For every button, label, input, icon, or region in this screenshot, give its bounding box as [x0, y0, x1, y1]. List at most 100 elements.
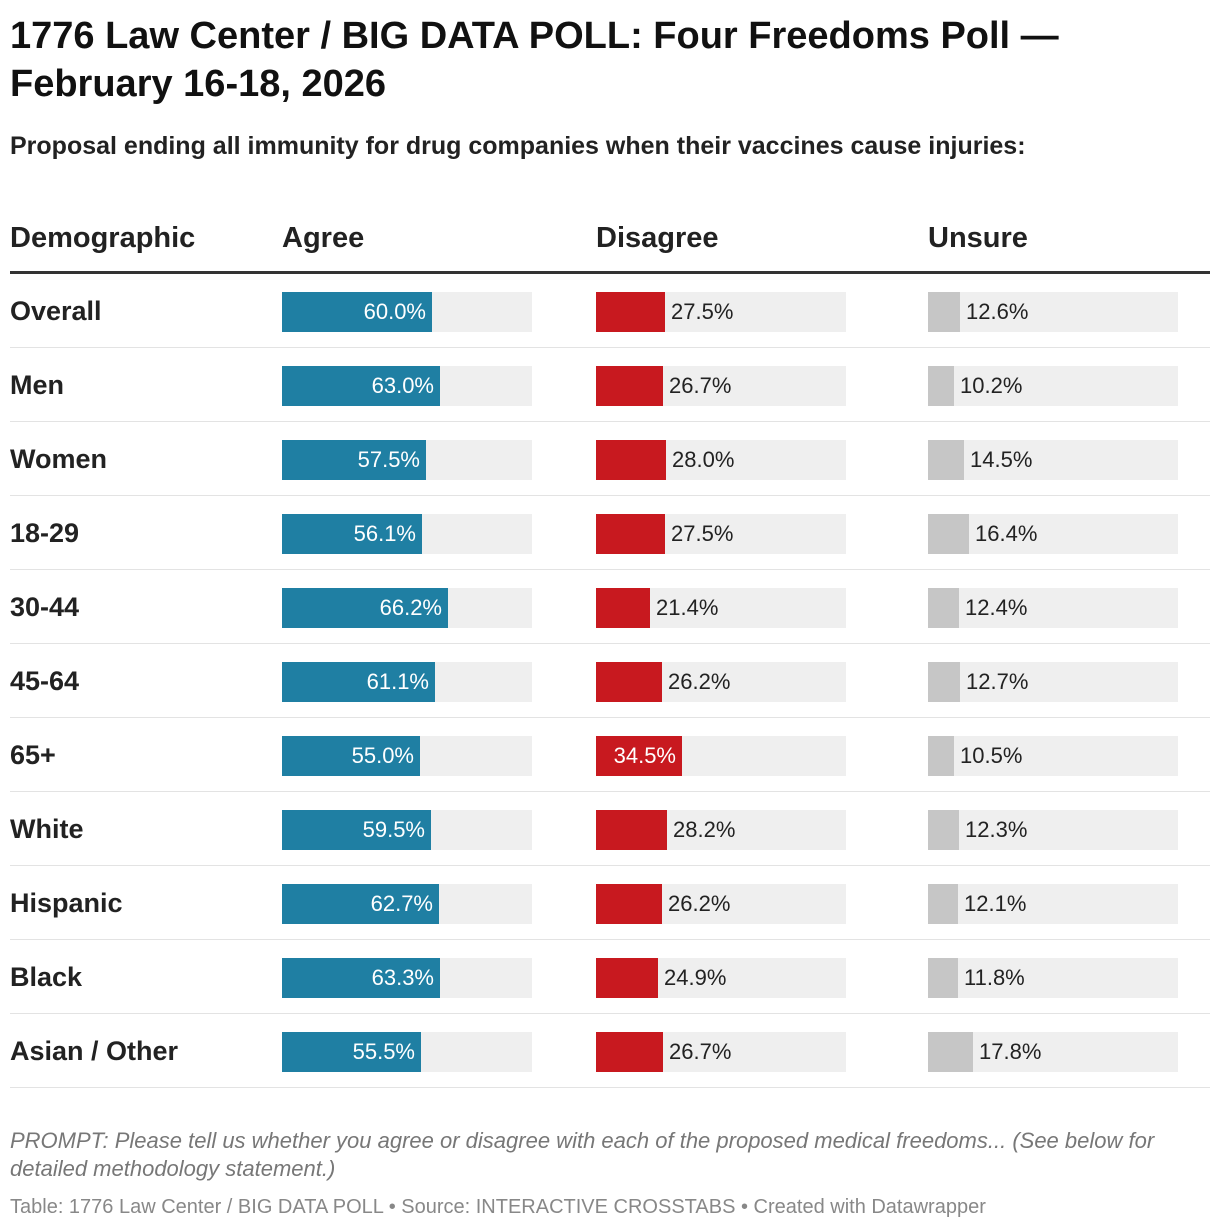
unsure-bar-track: 16.4%	[928, 514, 1178, 554]
row-label: Black	[10, 962, 83, 992]
row-label: Overall	[10, 296, 102, 326]
unsure-bar-track: 10.2%	[928, 366, 1178, 406]
row-divider	[10, 495, 1210, 496]
agree-bar	[282, 514, 422, 554]
unsure-bar	[928, 588, 959, 628]
disagree-bar	[596, 958, 658, 998]
prompt-note: PROMPT: Please tell us whether you agree…	[10, 1128, 1155, 1181]
chart-title: 1776 Law Center / BIG DATA POLL: Four Fr…	[10, 15, 1059, 105]
disagree-value-label: 21.4%	[656, 595, 719, 620]
agree-bar-track: 61.1%	[282, 662, 532, 702]
row-divider	[10, 421, 1210, 422]
unsure-bar-track: 17.8%	[928, 1032, 1178, 1072]
row-divider	[10, 717, 1210, 718]
row-divider	[10, 865, 1210, 866]
agree-bar	[282, 588, 448, 628]
column-header-agree: Agree	[282, 222, 365, 254]
table-row: Hispanic 62.7% 26.2% 12.1%	[0, 866, 1220, 940]
disagree-bar-track: 24.9%	[596, 958, 846, 998]
unsure-value-label: 10.2%	[960, 373, 1023, 398]
disagree-bar	[596, 514, 665, 554]
table-row: Black 63.3% 24.9% 11.8%	[0, 940, 1220, 1014]
agree-value-label: 60.0%	[363, 299, 426, 324]
source-footer: Table: 1776 Law Center / BIG DATA POLL •…	[10, 1196, 986, 1218]
header-rule	[10, 271, 1210, 274]
unsure-bar	[928, 662, 960, 702]
disagree-value-label: 27.5%	[671, 299, 734, 324]
unsure-bar	[928, 1032, 973, 1072]
unsure-value-label: 12.1%	[964, 891, 1027, 916]
disagree-bar	[596, 588, 650, 628]
unsure-bar-track: 10.5%	[928, 736, 1178, 776]
row-label: White	[10, 814, 84, 844]
unsure-bar	[928, 292, 960, 332]
table-row: Women 57.5% 28.0% 14.5%	[0, 422, 1220, 496]
row-label: Men	[10, 370, 64, 400]
row-label: Asian / Other	[10, 1036, 179, 1066]
disagree-bar-track: 26.7%	[596, 1032, 846, 1072]
row-label: Women	[10, 444, 108, 474]
table-row: Asian / Other 55.5% 26.7% 17.8%	[0, 1014, 1220, 1088]
column-header-unsure: Unsure	[928, 222, 1028, 254]
agree-value-label: 66.2%	[379, 595, 442, 620]
disagree-value-label: 26.2%	[668, 891, 731, 916]
unsure-bar	[928, 366, 954, 406]
unsure-value-label: 16.4%	[975, 521, 1038, 546]
agree-value-label: 59.5%	[362, 817, 425, 842]
row-label: Hispanic	[10, 888, 123, 918]
unsure-bar-track: 11.8%	[928, 958, 1178, 998]
disagree-value-label: 26.7%	[669, 1039, 732, 1064]
agree-bar-track: 56.1%	[282, 514, 532, 554]
disagree-value-label: 24.9%	[664, 965, 727, 990]
disagree-bar	[596, 440, 666, 480]
table-row: Men 63.0% 26.7% 10.2%	[0, 348, 1220, 422]
unsure-value-label: 11.8%	[964, 965, 1025, 990]
unsure-value-label: 10.5%	[960, 743, 1023, 768]
disagree-value-label: 34.5%	[613, 743, 676, 768]
disagree-bar	[596, 810, 667, 850]
table-row: 30-44 66.2% 21.4% 12.4%	[0, 570, 1220, 644]
unsure-bar	[928, 514, 969, 554]
column-header-disagree: Disagree	[596, 222, 719, 254]
unsure-bar	[928, 736, 954, 776]
row-divider	[10, 1087, 1210, 1088]
disagree-value-label: 27.5%	[671, 521, 734, 546]
agree-bar-track: 66.2%	[282, 588, 532, 628]
row-divider	[10, 643, 1210, 644]
disagree-bar-track: 26.2%	[596, 884, 846, 924]
agree-bar	[282, 958, 440, 998]
agree-value-label: 62.7%	[370, 891, 433, 916]
agree-bar-track: 62.7%	[282, 884, 532, 924]
unsure-value-label: 12.4%	[965, 595, 1028, 620]
row-divider	[10, 939, 1210, 940]
disagree-value-label: 26.2%	[668, 669, 731, 694]
disagree-bar-track: 28.0%	[596, 440, 846, 480]
table-row: Overall 60.0% 27.5% 12.6%	[0, 274, 1220, 348]
unsure-bar-track: 12.7%	[928, 662, 1178, 702]
unsure-bar-track: 12.4%	[928, 588, 1178, 628]
disagree-bar	[596, 736, 682, 776]
agree-bar-track: 59.5%	[282, 810, 532, 850]
disagree-value-label: 28.2%	[673, 817, 736, 842]
disagree-bar-track: 27.5%	[596, 514, 846, 554]
agree-value-label: 55.0%	[351, 743, 414, 768]
unsure-value-label: 12.7%	[966, 669, 1029, 694]
disagree-bar	[596, 662, 662, 702]
agree-bar-track: 55.0%	[282, 736, 532, 776]
row-label: 65+	[10, 740, 56, 770]
agree-bar-track: 63.0%	[282, 366, 532, 406]
agree-bar-track: 60.0%	[282, 292, 532, 332]
agree-bar	[282, 810, 431, 850]
row-label: 18-29	[10, 518, 80, 548]
unsure-value-label: 14.5%	[970, 447, 1033, 472]
column-header-demographic: Demographic	[10, 222, 196, 254]
agree-bar	[282, 366, 440, 406]
agree-bar	[282, 440, 426, 480]
disagree-bar-track: 26.7%	[596, 366, 846, 406]
agree-value-label: 55.5%	[352, 1039, 415, 1064]
unsure-value-label: 12.3%	[965, 817, 1028, 842]
row-divider	[10, 1013, 1210, 1014]
agree-bar-track: 63.3%	[282, 958, 532, 998]
unsure-bar-track: 12.3%	[928, 810, 1178, 850]
agree-value-label: 63.0%	[371, 373, 434, 398]
